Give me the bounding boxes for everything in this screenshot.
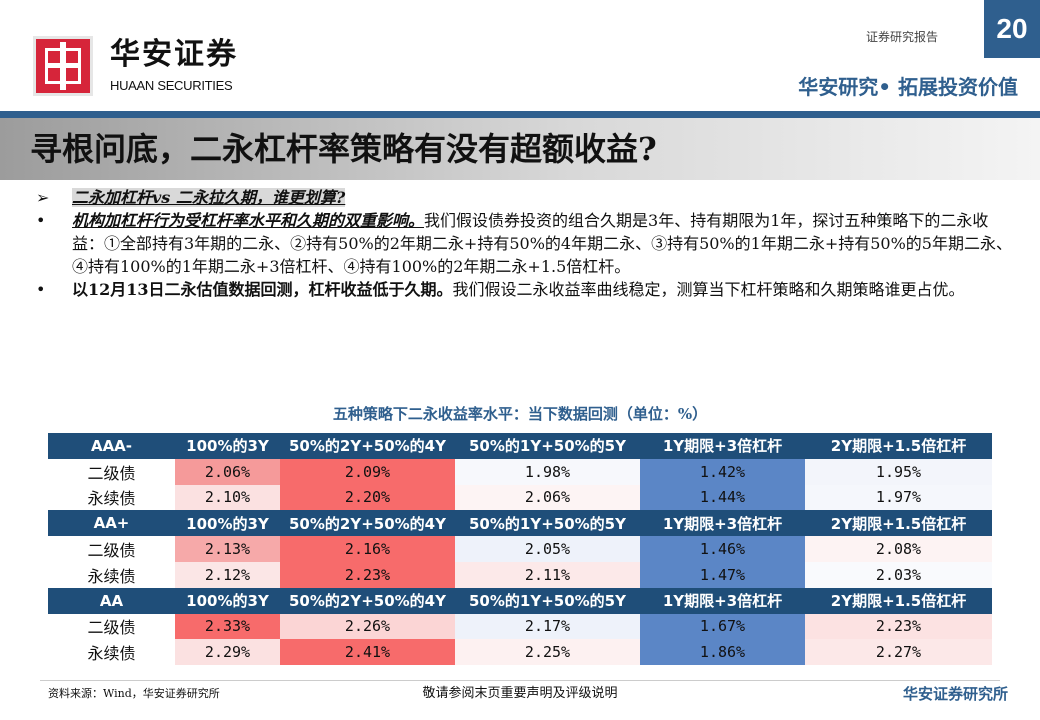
divider — [0, 111, 1040, 118]
bullet-list: ➢ 二永加杠杆vs 二永拉久期，谁更划算? • 机构加杠杆行为受杠杆率水平和久期的双… — [36, 186, 1016, 301]
section-header-row: AA+ 100%的3Y 50%的2Y+50%的4Y 50%的1Y+50%的5Y 1Y期限… — [48, 510, 992, 537]
value-cell: 1.44% — [640, 484, 805, 511]
slogan: 华安研究• 拓展投资价值 — [798, 75, 1018, 99]
value-cell: 2.27% — [805, 639, 992, 666]
column-header: 1Y期限+3倍杠杆 — [640, 587, 805, 614]
section-header-row: AAA- 100%的3Y 50%的2Y+50%的4Y 50%的1Y+50%的5Y 1Y期… — [48, 433, 992, 459]
value-cell: 2.26% — [280, 613, 455, 640]
value-cell: 2.16% — [280, 536, 455, 562]
value-cell: 1.47% — [640, 561, 805, 588]
title-band — [0, 118, 1040, 180]
brand-name-en: HUAAN SECURITIES — [110, 78, 233, 93]
value-cell: 1.98% — [455, 458, 640, 485]
table-row: 二级债 2.33% 2.26% 2.17% 1.67% 2.23% — [48, 613, 992, 640]
value-cell: 1.42% — [640, 458, 805, 485]
logo — [33, 36, 93, 96]
page-number: 20 — [984, 0, 1040, 58]
row-label: 二级债 — [87, 541, 136, 561]
bullet-item: ➢ 二永加杠杆vs 二永拉久期，谁更划算? — [36, 186, 1016, 209]
column-header: 100%的3Y — [175, 510, 280, 537]
column-header: 100%的3Y — [175, 433, 280, 459]
rating-label: AA+ — [48, 510, 175, 537]
column-header: 100%的3Y — [175, 587, 280, 614]
value-cell: 2.11% — [455, 561, 640, 588]
section-header-row: AA 100%的3Y 50%的2Y+50%的4Y 50%的1Y+50%的5Y 1Y期限+… — [48, 587, 992, 614]
row-label: 二级债 — [87, 463, 136, 483]
value-cell: 2.06% — [175, 458, 280, 485]
column-header: 50%的2Y+50%的4Y — [280, 510, 455, 537]
value-cell: 2.41% — [280, 639, 455, 666]
value-cell: 1.95% — [805, 458, 992, 485]
bullet-lead: 以12月13日二永估值数据回测，杠杆收益低于久期。 — [72, 280, 453, 299]
row-label: 二级债 — [87, 618, 136, 638]
value-cell: 2.23% — [805, 613, 992, 640]
rating-label: AA — [48, 587, 175, 614]
bullet-text: 我们假设二永收益率曲线稳定，测算当下杠杆策略和久期策略谁更占优。 — [452, 280, 965, 299]
value-cell: 2.17% — [455, 613, 640, 640]
row-label: 永续债 — [87, 566, 136, 586]
value-cell: 1.46% — [640, 536, 805, 562]
bullet-icon: • — [36, 280, 46, 299]
column-header: 2Y期限+1.5倍杠杆 — [805, 510, 992, 537]
value-cell: 2.20% — [280, 484, 455, 511]
column-header: 50%的2Y+50%的4Y — [280, 433, 455, 459]
value-cell: 2.29% — [175, 639, 280, 666]
column-header: 50%的1Y+50%的5Y — [455, 587, 640, 614]
value-cell: 2.09% — [280, 458, 455, 485]
bullet-text: 我们假设债券投资的组合久期是3年、持有期限为1年，探讨五种策略下的二永收益：①全… — [72, 211, 1012, 276]
row-label: 永续债 — [87, 489, 136, 509]
table-row: 永续债 2.12% 2.23% 2.11% 1.47% 2.03% — [48, 561, 992, 588]
table-row: 永续债 2.10% 2.20% 2.06% 1.44% 1.97% — [48, 484, 992, 511]
bullet-lead: 机构加杠杆行为受杠杆率水平和久期的双重影响。 — [72, 211, 425, 230]
report-type: 证券研究报告 — [866, 30, 939, 44]
table-row: 二级债 2.06% 2.09% 1.98% 1.42% 1.95% — [48, 458, 992, 485]
table-row: 二级债 2.13% 2.16% 2.05% 1.46% 2.08% — [48, 536, 992, 562]
value-cell: 1.86% — [640, 639, 805, 666]
source-note: 资料来源：Wind，华安证券研究所 — [48, 687, 220, 700]
value-cell: 2.33% — [175, 613, 280, 640]
column-header: 2Y期限+1.5倍杠杆 — [805, 587, 992, 614]
value-cell: 1.67% — [640, 613, 805, 640]
row-label: 永续债 — [87, 644, 136, 664]
table-row: 永续债 2.29% 2.41% 2.25% 1.86% 2.27% — [48, 639, 992, 666]
value-cell: 2.03% — [805, 561, 992, 588]
value-cell: 2.23% — [280, 561, 455, 588]
brand-name-cn: 华安证券 — [110, 37, 238, 72]
column-header: 1Y期限+3倍杠杆 — [640, 510, 805, 537]
column-header: 50%的1Y+50%的5Y — [455, 433, 640, 459]
disclaimer: 敬请参阅末页重要声明及评级说明 — [422, 686, 618, 701]
arrow-bullet-icon: ➢ — [36, 188, 50, 207]
yield-table: AAA- 100%的3Y 50%的2Y+50%的4Y 50%的1Y+50%的5Y 1Y期… — [48, 433, 992, 666]
subheading: 二永加杠杆vs 二永拉久期，谁更划算? — [72, 188, 346, 207]
bullet-item: • 以12月13日二永估值数据回测，杠杆收益低于久期。我们假设二永收益率曲线稳定，… — [36, 278, 1016, 301]
value-cell: 2.13% — [175, 536, 280, 562]
table-caption: 五种策略下二永收益率水平：当下数据回测（单位：%） — [332, 405, 708, 423]
bullet-icon: • — [36, 211, 46, 230]
page-title: 寻根问底，二永杠杆率策略有没有超额收益? — [30, 130, 657, 168]
value-cell: 2.25% — [455, 639, 640, 666]
value-cell: 2.10% — [175, 484, 280, 511]
footer-divider — [40, 680, 1000, 681]
column-header: 2Y期限+1.5倍杠杆 — [805, 433, 992, 459]
column-header: 50%的2Y+50%的4Y — [280, 587, 455, 614]
rating-label: AAA- — [48, 433, 175, 459]
footer-org: 华安证券研究所 — [902, 685, 1008, 703]
column-header: 1Y期限+3倍杠杆 — [640, 433, 805, 459]
value-cell: 2.05% — [455, 536, 640, 562]
value-cell: 2.06% — [455, 484, 640, 511]
value-cell: 2.08% — [805, 536, 992, 562]
value-cell: 2.12% — [175, 561, 280, 588]
value-cell: 1.97% — [805, 484, 992, 511]
column-header: 50%的1Y+50%的5Y — [455, 510, 640, 537]
bullet-item: • 机构加杠杆行为受杠杆率水平和久期的双重影响。我们假设债券投资的组合久期是3年、… — [36, 209, 1016, 278]
